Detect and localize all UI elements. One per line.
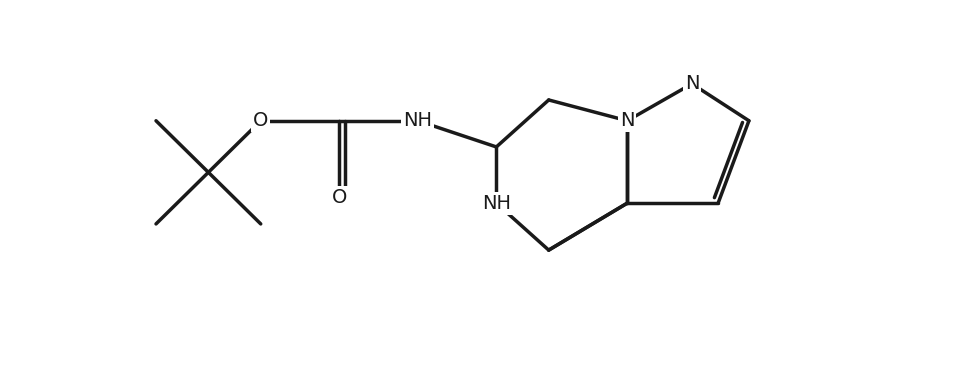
Text: N: N — [684, 74, 699, 93]
Text: O: O — [331, 188, 347, 207]
Text: N: N — [619, 111, 634, 130]
Text: NH: NH — [403, 111, 432, 130]
Text: O: O — [253, 111, 268, 130]
Text: NH: NH — [482, 194, 511, 213]
